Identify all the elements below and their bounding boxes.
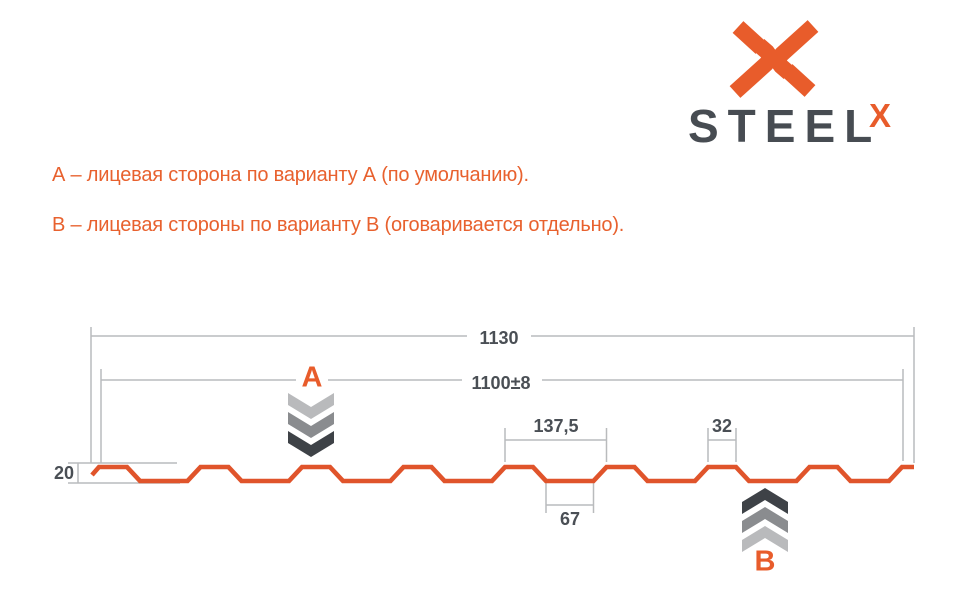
logo-hook-bottom-left [729,38,778,98]
marker-a-label: A [301,361,323,394]
dim-rib-pitch-label: 137,5 [533,416,579,436]
note-variant-b: В – лицевая стороны по варианту В (огова… [52,214,625,236]
dimension-lines [68,327,915,513]
dim-cover-width-label: 1100±8 [471,373,531,393]
dim-rib-bottom-label: 67 [559,509,581,529]
chevron-up-icon [742,488,788,552]
profile-outline [90,464,914,484]
marker-b-label: B [754,545,776,578]
dim-rib-top-label: 32 [711,416,733,436]
logo-brand-sup-x: X [869,97,892,134]
logo-brand-text: STEEL [688,100,882,152]
dim-total-width-label: 1130 [479,328,519,348]
logo-arm-top-left [732,21,767,54]
steelx-logo-icon [729,20,819,98]
dim-profile-height-label: 20 [53,463,75,483]
logo-hook-top-right [770,20,819,80]
note-variant-a: А – лицевая сторона по варианту А (по ум… [52,164,529,186]
logo-arm-bottom-right [781,64,816,97]
chevron-down-icon [288,393,334,457]
